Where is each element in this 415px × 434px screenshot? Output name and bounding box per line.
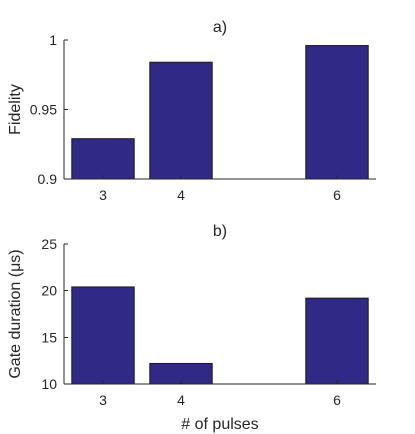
panel-b: 10 15 20 25 3 4 6 b) Gate duration (μs) # of puls… [7,223,376,433]
bar-6 [305,45,369,180]
x-tick-label: 4 [177,392,185,408]
x-tick-label: 3 [99,392,107,408]
x-tick-label: 4 [177,187,185,203]
bar-4 [149,61,213,180]
chart-title: a) [213,19,227,36]
x-axis-label: # of pulses [181,416,258,433]
bar-3 [71,138,135,180]
panel-a: 0.9 0.95 1 3 4 6 a) Fidelity [7,19,376,203]
x-tick-label: 3 [99,187,107,203]
y-axis-label: Gate duration (μs) [7,249,24,378]
y-tick-label: 0.95 [30,102,57,118]
y-tick-label: 25 [41,236,57,252]
y-tick-label: 20 [41,283,57,299]
y-tick-label: 1 [49,32,57,48]
chart-title: b) [213,223,227,240]
y-tick-label: 0.9 [38,171,58,187]
y-axis-label: Fidelity [7,84,24,135]
x-tick-label: 6 [333,392,341,408]
x-tick-label: 6 [333,187,341,203]
bar-6 [305,297,369,385]
bar-3 [71,286,135,385]
y-tick-label: 15 [41,329,57,345]
y-tick-label: 10 [41,376,57,392]
